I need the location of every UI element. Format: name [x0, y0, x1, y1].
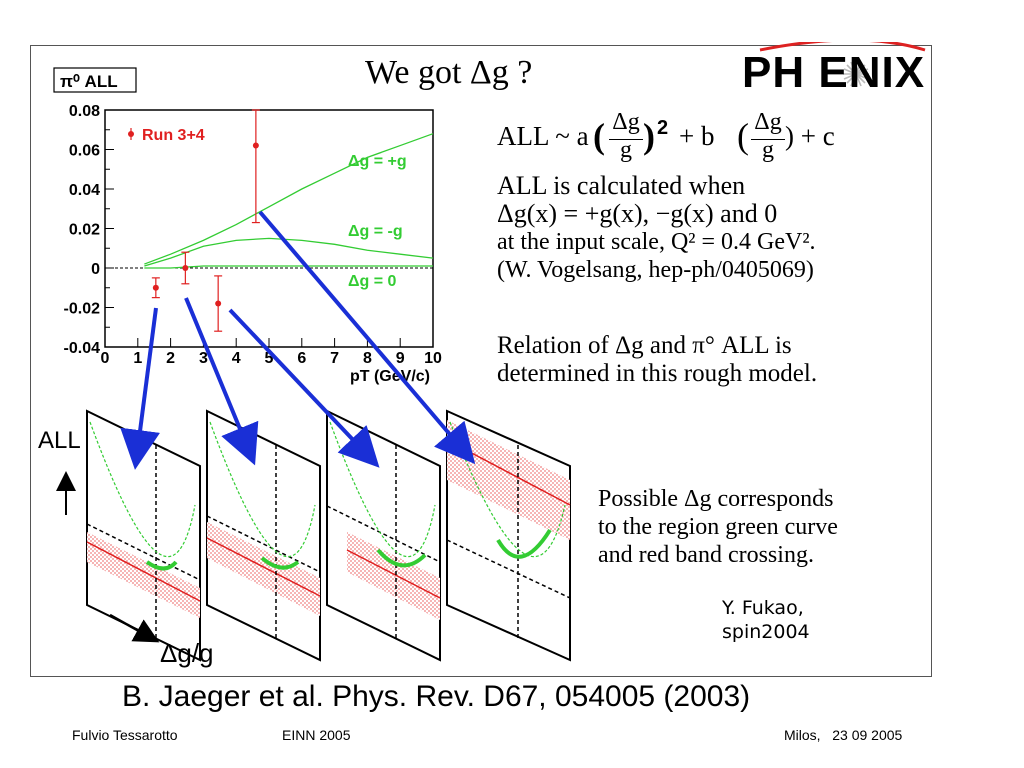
panel-3	[326, 409, 441, 662]
curve-label: Δg = -g	[348, 223, 403, 240]
text-line: Δg(x) = +g(x), −g(x) and 0	[497, 199, 778, 228]
formula-frac2-line	[751, 139, 785, 140]
chart-title: π⁰ ALL	[60, 72, 118, 91]
text-line: Relation of Δg and π° ALL is	[497, 332, 792, 359]
legend-label: Run 3+4	[142, 127, 205, 144]
y-tick-label: 0.04	[69, 182, 100, 199]
formula-paren-open-2: (	[737, 116, 749, 156]
y-tick-label: 0	[91, 261, 100, 278]
data-point	[182, 265, 189, 271]
formula-frac1-line	[609, 139, 643, 140]
slide-title: We got Δg ?	[365, 54, 533, 91]
panel-2	[206, 409, 321, 662]
credit-line: Y. Fukao,	[722, 597, 804, 619]
text-line: ALL is calculated when	[497, 171, 746, 200]
text-block-possible: Possible Δg corresponds to the region gr…	[598, 485, 928, 569]
slide-frame	[30, 45, 932, 677]
text-block-calculation: ALL is calculated when Δg(x) = +g(x), −g…	[497, 172, 927, 284]
data-point	[252, 142, 259, 149]
credit-line: spin2004	[722, 621, 810, 643]
y-tick-label: 0.06	[69, 143, 100, 160]
formula-frac2-num: Δg	[754, 109, 782, 135]
text-line: at the input scale, Q² = 0.4 GeV².	[497, 229, 816, 255]
phenix-logo	[759, 42, 926, 87]
footer-right: Milos, 23 09 2005	[784, 727, 903, 743]
phenix-logo-text: PH ENIX	[742, 48, 926, 97]
formula-tail: ) + c	[785, 121, 835, 151]
formula-lhs: ALL ~ a	[497, 121, 589, 151]
formula: ALL ~ a ( Δg g ) 2 + b ( Δg g ) + c	[497, 109, 917, 165]
y-tick-label: -0.04	[64, 340, 101, 357]
footer-left: Fulvio Tessarotto	[72, 727, 178, 743]
footer-center: EINN 2005	[282, 727, 351, 743]
x-tick-label: 0	[101, 350, 110, 367]
formula-frac2-den: g	[762, 137, 774, 163]
text-block-relation: Relation of Δg and π° ALL is determined …	[497, 332, 927, 388]
curve-label: Δg = +g	[348, 153, 407, 170]
formula-paren-open-1: (	[593, 116, 605, 156]
text-line: determined in this rough model.	[497, 360, 818, 387]
diagram-y-label: ALL	[38, 427, 81, 454]
formula-frac1-num: Δg	[612, 109, 640, 135]
x-tick-label: 2	[166, 350, 175, 367]
formula-paren-close-1: )	[643, 116, 655, 156]
curve-label: Δg = 0	[348, 273, 397, 290]
chart-title-box	[53, 67, 137, 93]
y-tick-label: -0.02	[64, 301, 101, 318]
data-point	[152, 284, 159, 291]
text-line: Possible Δg corresponds	[598, 486, 834, 512]
dg-axis-arrow	[109, 613, 160, 643]
formula-frac1-den: g	[620, 137, 632, 163]
formula-square: 2	[657, 117, 669, 139]
credit: Y. Fukao, spin2004	[722, 596, 810, 644]
y-tick-label: 0.02	[69, 222, 100, 239]
reference: B. Jaeger et al. Phys. Rev. D67, 054005 …	[122, 680, 751, 713]
formula-mid: + b	[679, 121, 715, 151]
panel-diagram: ALL Δg/g	[38, 409, 571, 668]
diagram-x-label: Δg/g	[160, 638, 214, 668]
panel-1	[86, 409, 201, 662]
text-line: to the region green curve	[598, 514, 838, 540]
legend-marker	[128, 131, 134, 137]
curve-line	[144, 133, 434, 265]
text-line: (W. Vogelsang, hep-ph/0405069)	[497, 257, 814, 283]
panel-4	[446, 409, 571, 662]
text-line: and red band crossing.	[598, 542, 814, 568]
y-tick-label: 0.08	[69, 103, 100, 120]
